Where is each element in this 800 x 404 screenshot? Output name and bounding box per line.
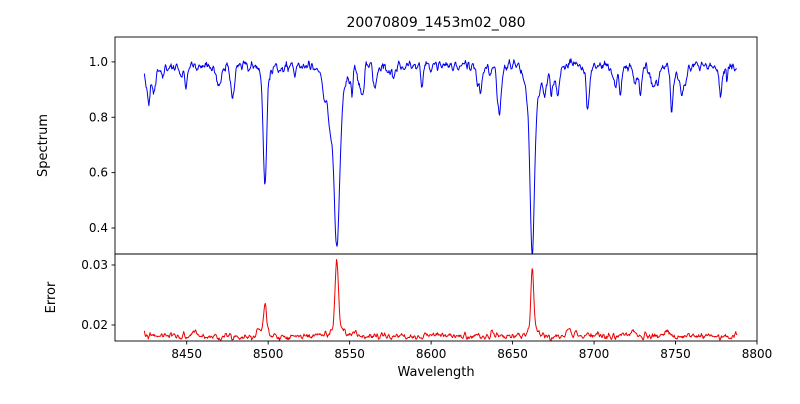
x-axis-label: Wavelength bbox=[397, 365, 474, 380]
spectrum-line bbox=[143, 58, 738, 254]
svg-text:8600: 8600 bbox=[416, 347, 447, 361]
svg-text:8500: 8500 bbox=[253, 347, 284, 361]
svg-text:0.8: 0.8 bbox=[89, 110, 108, 124]
chart-title: 20070809_1453m02_080 bbox=[346, 15, 525, 31]
y-axis-label-error: Error bbox=[44, 281, 59, 313]
svg-text:0.02: 0.02 bbox=[81, 318, 108, 332]
svg-text:8650: 8650 bbox=[497, 347, 528, 361]
svg-text:0.6: 0.6 bbox=[89, 166, 108, 180]
tick-layer: 0.4 0.6 0.8 1.0 0.02 0.03 8450 8500 8550 8600 8650… bbox=[81, 55, 772, 361]
svg-text:8700: 8700 bbox=[579, 347, 610, 361]
svg-text:1.0: 1.0 bbox=[89, 55, 108, 69]
svg-text:8550: 8550 bbox=[334, 347, 365, 361]
svg-text:0.4: 0.4 bbox=[89, 221, 108, 235]
axes-layer bbox=[114, 36, 758, 342]
svg-text:8450: 8450 bbox=[171, 347, 202, 361]
series-layer bbox=[143, 58, 738, 341]
error-line bbox=[143, 259, 738, 341]
svg-text:8800: 8800 bbox=[742, 347, 773, 361]
svg-text:8750: 8750 bbox=[660, 347, 691, 361]
svg-text:0.03: 0.03 bbox=[81, 258, 108, 272]
y-axis-label-spectrum: Spectrum bbox=[36, 114, 51, 177]
